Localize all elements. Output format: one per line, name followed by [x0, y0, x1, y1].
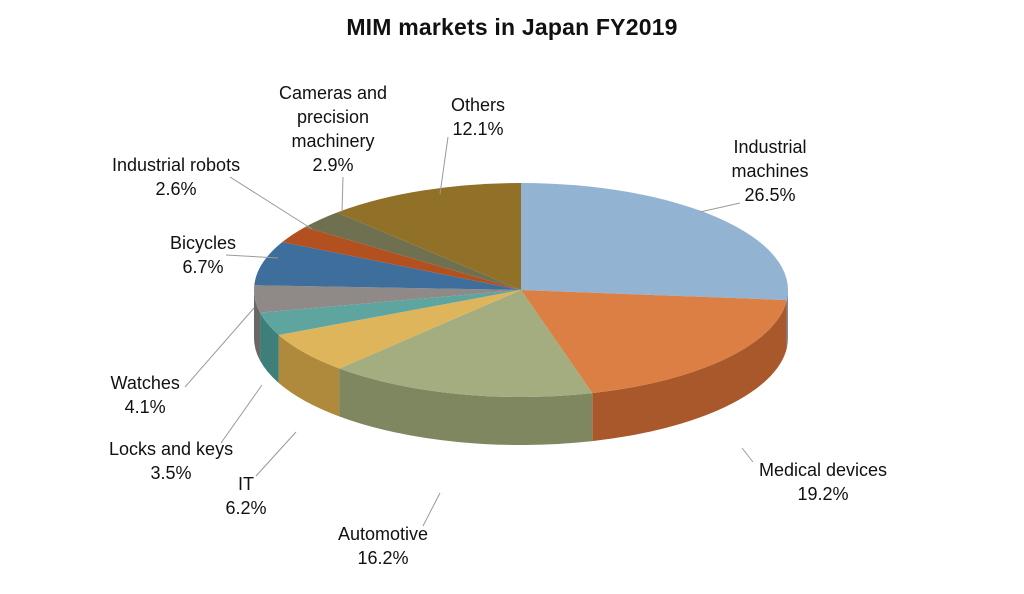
leader-line-automotive — [422, 492, 441, 527]
leader-line-cameras-and-precision-machinery — [341, 176, 344, 213]
data-label-name: Others — [451, 95, 506, 115]
data-label-value: 2.6% — [155, 179, 197, 199]
data-label-name: Bicycles — [170, 233, 237, 253]
data-label-bicycles: Bicycles 6.7% — [170, 231, 236, 279]
data-label-others: Others 12.1% — [451, 93, 505, 141]
pie-slice-locks-and-keys — [260, 290, 521, 335]
pie-side-watches — [254, 290, 261, 361]
data-label-value: 4.1% — [124, 397, 166, 417]
leader-line-it — [255, 431, 297, 477]
data-label-it: IT 6.2% — [226, 472, 267, 520]
data-label-name: IT — [238, 474, 255, 494]
data-label-value: 12.1% — [452, 119, 504, 139]
data-label-value: 26.5% — [744, 185, 796, 205]
data-label-medical-devices: Medical devices 19.2% — [759, 458, 887, 506]
pie-slice-it — [278, 290, 521, 369]
leader-line-locks-and-keys — [220, 384, 263, 444]
data-label-value: 6.2% — [225, 498, 267, 518]
data-label-name: Industrial robots — [112, 155, 241, 175]
pie-slice-cameras-and-precision-machinery — [304, 212, 521, 290]
pie-side-it — [278, 334, 340, 417]
data-label-industrial-robots: Industrial robots 2.6% — [112, 153, 240, 201]
pie-slice-others — [337, 183, 521, 290]
data-label-cameras-and-precision-machinery: Cameras and precision machinery 2.9% — [279, 81, 387, 177]
data-label-value: 19.2% — [797, 484, 849, 504]
data-label-name: Cameras and precision machinery — [279, 83, 388, 151]
data-label-industrial-machines: Industrial machines 26.5% — [732, 135, 809, 207]
data-label-watches: Watches 4.1% — [111, 371, 180, 419]
leader-line-bicycles — [225, 254, 279, 259]
data-label-name: Watches — [110, 373, 180, 393]
leader-line-watches — [184, 307, 255, 388]
data-label-locks-and-keys: Locks and keys 3.5% — [109, 437, 233, 485]
leader-line-industrial-robots — [229, 176, 313, 230]
leader-line-industrial-machines — [699, 202, 741, 213]
data-label-value: 3.5% — [150, 463, 192, 483]
leader-line-others — [439, 136, 449, 195]
data-label-value: 16.2% — [357, 548, 409, 568]
pie-slice-automotive — [339, 290, 593, 397]
pie-slice-medical-devices — [521, 290, 787, 394]
data-label-value: 6.7% — [182, 257, 224, 277]
pie-slice-watches — [254, 285, 521, 313]
data-label-automotive: Automotive 16.2% — [338, 522, 428, 570]
pie-side-automotive — [339, 368, 593, 445]
pie-slice-bicycles — [254, 242, 521, 290]
data-label-name: Automotive — [338, 524, 429, 544]
leader-line-medical-devices — [741, 447, 754, 463]
data-label-name: Medical devices — [759, 460, 888, 480]
chart-title: MIM markets in Japan FY2019 — [346, 14, 678, 40]
pie-slice-industrial-robots — [282, 227, 521, 290]
pie-side-industrial-machines — [786, 290, 788, 349]
pie-side-locks-and-keys — [260, 312, 279, 383]
data-label-value: 2.9% — [312, 155, 354, 175]
pie-side-medical-devices — [592, 300, 787, 442]
data-label-name: Locks and keys — [109, 439, 234, 459]
pie-slice-industrial-machines — [521, 183, 788, 301]
data-label-name: Industrial machines — [731, 137, 809, 181]
